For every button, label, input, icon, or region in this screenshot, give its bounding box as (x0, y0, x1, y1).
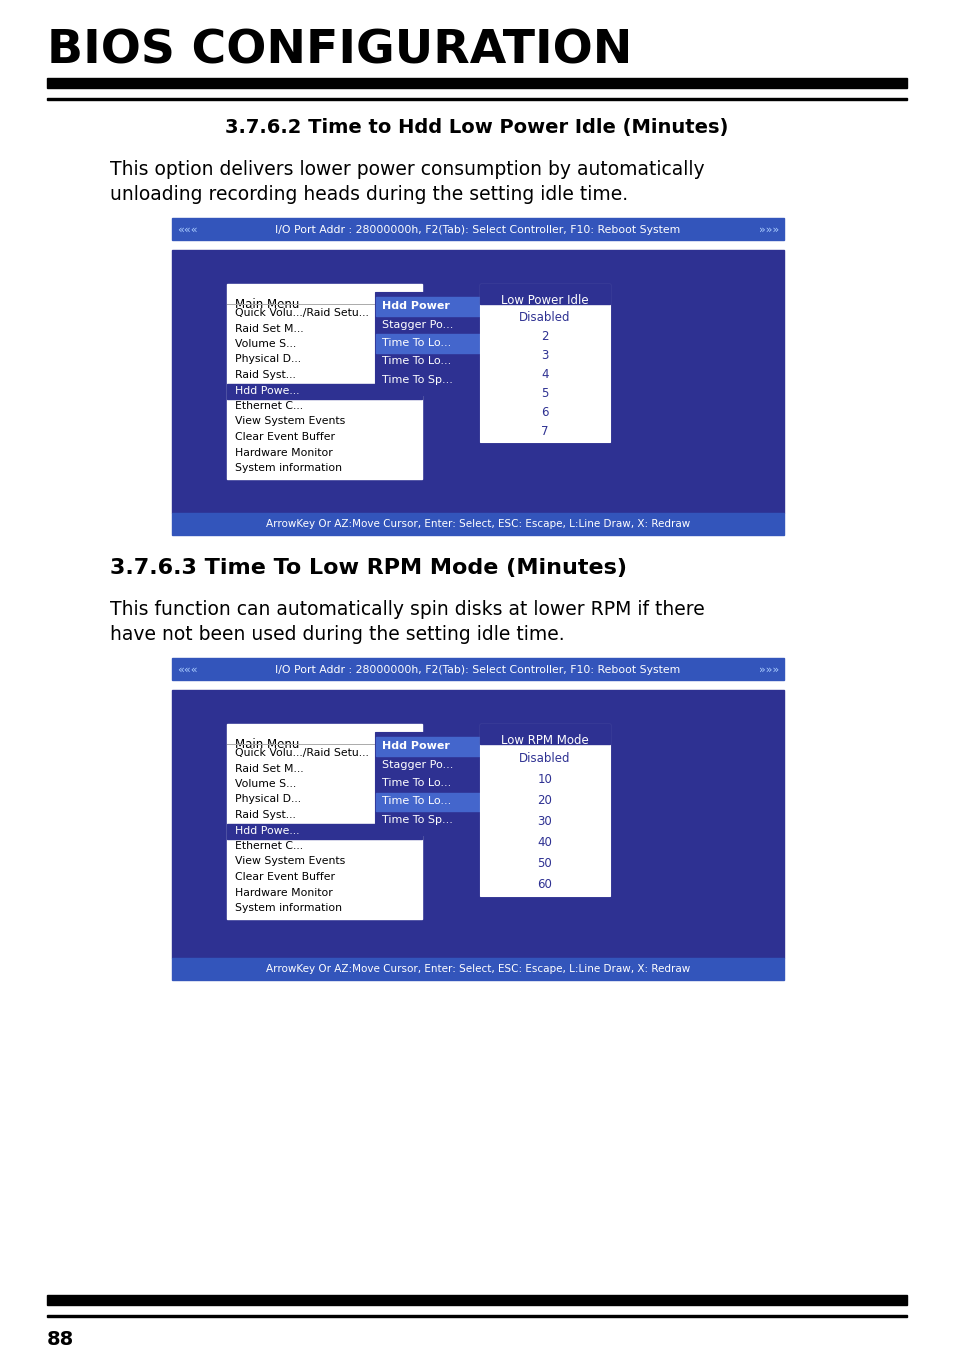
Text: Time To Sp...: Time To Sp... (381, 375, 453, 385)
Bar (172, 250, 783, 513)
Text: 4: 4 (540, 368, 548, 380)
Bar (172, 218, 783, 240)
Text: 2: 2 (540, 330, 548, 343)
Text: I/O Port Addr : 28000000h, F2(Tab): Select Controller, F10: Reboot System: I/O Port Addr : 28000000h, F2(Tab): Sele… (275, 225, 679, 236)
Text: System information: System information (234, 903, 341, 913)
Text: This function can automatically spin disks at lower RPM if there: This function can automatically spin dis… (110, 600, 704, 619)
Text: 6: 6 (540, 406, 548, 418)
Text: View System Events: View System Events (234, 857, 345, 867)
Text: Main Menu: Main Menu (234, 298, 299, 311)
Bar (227, 823, 421, 839)
Bar (227, 724, 421, 919)
Bar (172, 513, 783, 535)
Text: 88: 88 (47, 1330, 74, 1349)
Bar (172, 691, 783, 959)
Text: Physical D...: Physical D... (234, 355, 301, 364)
Text: Hardware Monitor: Hardware Monitor (234, 448, 333, 458)
Text: Physical D...: Physical D... (234, 795, 301, 804)
Bar (172, 658, 783, 680)
Bar (375, 792, 501, 811)
Text: Ethernet C...: Ethernet C... (234, 841, 303, 852)
Text: System information: System information (234, 463, 341, 473)
Bar (47, 79, 906, 88)
Text: This option delivers lower power consumption by automatically: This option delivers lower power consump… (110, 160, 704, 179)
Text: 10: 10 (537, 773, 552, 787)
Text: have not been used during the setting idle time.: have not been used during the setting id… (110, 626, 564, 645)
Text: Raid Set M...: Raid Set M... (234, 764, 303, 773)
Text: Disabled: Disabled (518, 311, 570, 324)
Text: View System Events: View System Events (234, 417, 345, 427)
Text: Areca Technology Corporation RAID Controller: Areca Technology Corporation RAID Contro… (342, 699, 613, 711)
Text: 40: 40 (537, 835, 552, 849)
Text: Ethernet C...: Ethernet C... (234, 401, 303, 412)
Text: »»»: »»» (758, 225, 779, 236)
Bar (47, 97, 906, 100)
Text: Hardware Monitor: Hardware Monitor (234, 887, 333, 898)
Text: 3.7.6.3 Time To Low RPM Mode (Minutes): 3.7.6.3 Time To Low RPM Mode (Minutes) (110, 558, 626, 578)
Text: 20: 20 (537, 793, 552, 807)
Text: 3: 3 (540, 349, 548, 362)
Bar (375, 292, 502, 395)
Text: »»»: »»» (758, 665, 779, 676)
Text: Stagger Po...: Stagger Po... (381, 760, 453, 769)
Text: 3.7.6.2 Time to Hdd Low Power Idle (Minutes): 3.7.6.2 Time to Hdd Low Power Idle (Minu… (225, 118, 728, 137)
Text: BIOS CONFIGURATION: BIOS CONFIGURATION (47, 28, 632, 73)
Text: 7: 7 (540, 425, 548, 437)
Bar (47, 1315, 906, 1317)
Text: «««: ««« (177, 225, 197, 236)
Text: Volume S...: Volume S... (234, 779, 296, 789)
Text: Raid Syst...: Raid Syst... (234, 370, 295, 380)
Text: ArrowKey Or AZ:Move Cursor, Enter: Select, ESC: Escape, L:Line Draw, X: Redraw: ArrowKey Or AZ:Move Cursor, Enter: Selec… (266, 519, 689, 529)
Text: I/O Port Addr : 28000000h, F2(Tab): Select Controller, F10: Reboot System: I/O Port Addr : 28000000h, F2(Tab): Sele… (275, 665, 679, 676)
Bar (481, 306, 607, 325)
Text: Time To Lo...: Time To Lo... (381, 338, 451, 348)
Bar (375, 737, 501, 756)
Text: Volume S...: Volume S... (234, 338, 296, 349)
Text: Quick Volu.../Raid Setu...: Quick Volu.../Raid Setu... (234, 307, 369, 318)
Text: 60: 60 (537, 877, 552, 891)
Bar (479, 724, 609, 896)
Text: Clear Event Buffer: Clear Event Buffer (234, 872, 335, 881)
Text: unloading recording heads during the setting idle time.: unloading recording heads during the set… (110, 185, 627, 204)
Text: Raid Syst...: Raid Syst... (234, 810, 295, 821)
Bar (375, 733, 502, 835)
Bar (172, 959, 783, 980)
Text: Main Menu: Main Menu (234, 738, 299, 751)
Text: Quick Volu.../Raid Setu...: Quick Volu.../Raid Setu... (234, 747, 369, 758)
Text: Hdd Power: Hdd Power (381, 301, 450, 311)
Text: Hdd Power: Hdd Power (381, 741, 450, 751)
Text: Time To Lo...: Time To Lo... (381, 356, 451, 367)
Bar (227, 284, 421, 479)
Text: Disabled: Disabled (518, 751, 570, 765)
Text: Raid Set M...: Raid Set M... (234, 324, 303, 333)
Text: Stagger Po...: Stagger Po... (381, 320, 453, 329)
Bar (375, 334, 501, 352)
Text: Hdd Powe...: Hdd Powe... (234, 386, 299, 395)
Bar (479, 284, 609, 305)
Text: Time To Lo...: Time To Lo... (381, 779, 451, 788)
Bar (479, 724, 609, 743)
Text: ArrowKey Or AZ:Move Cursor, Enter: Select, ESC: Escape, L:Line Draw, X: Redraw: ArrowKey Or AZ:Move Cursor, Enter: Selec… (266, 964, 689, 974)
Text: Clear Event Buffer: Clear Event Buffer (234, 432, 335, 441)
Text: Areca Technology Corporation RAID Controller: Areca Technology Corporation RAID Contro… (342, 259, 613, 271)
Bar (227, 383, 421, 399)
Text: 5: 5 (540, 387, 548, 399)
Bar (479, 284, 609, 441)
Text: 50: 50 (537, 857, 552, 871)
Text: Time To Lo...: Time To Lo... (381, 796, 451, 807)
Text: Low Power Idle: Low Power Idle (500, 294, 588, 307)
Text: «««: ««« (177, 665, 197, 676)
Bar (375, 297, 501, 315)
Text: 30: 30 (537, 815, 552, 829)
Text: Time To Sp...: Time To Sp... (381, 815, 453, 825)
Bar (47, 1294, 906, 1305)
Bar (481, 746, 607, 766)
Text: Hdd Powe...: Hdd Powe... (234, 826, 299, 835)
Text: Low RPM Mode: Low RPM Mode (500, 734, 588, 747)
